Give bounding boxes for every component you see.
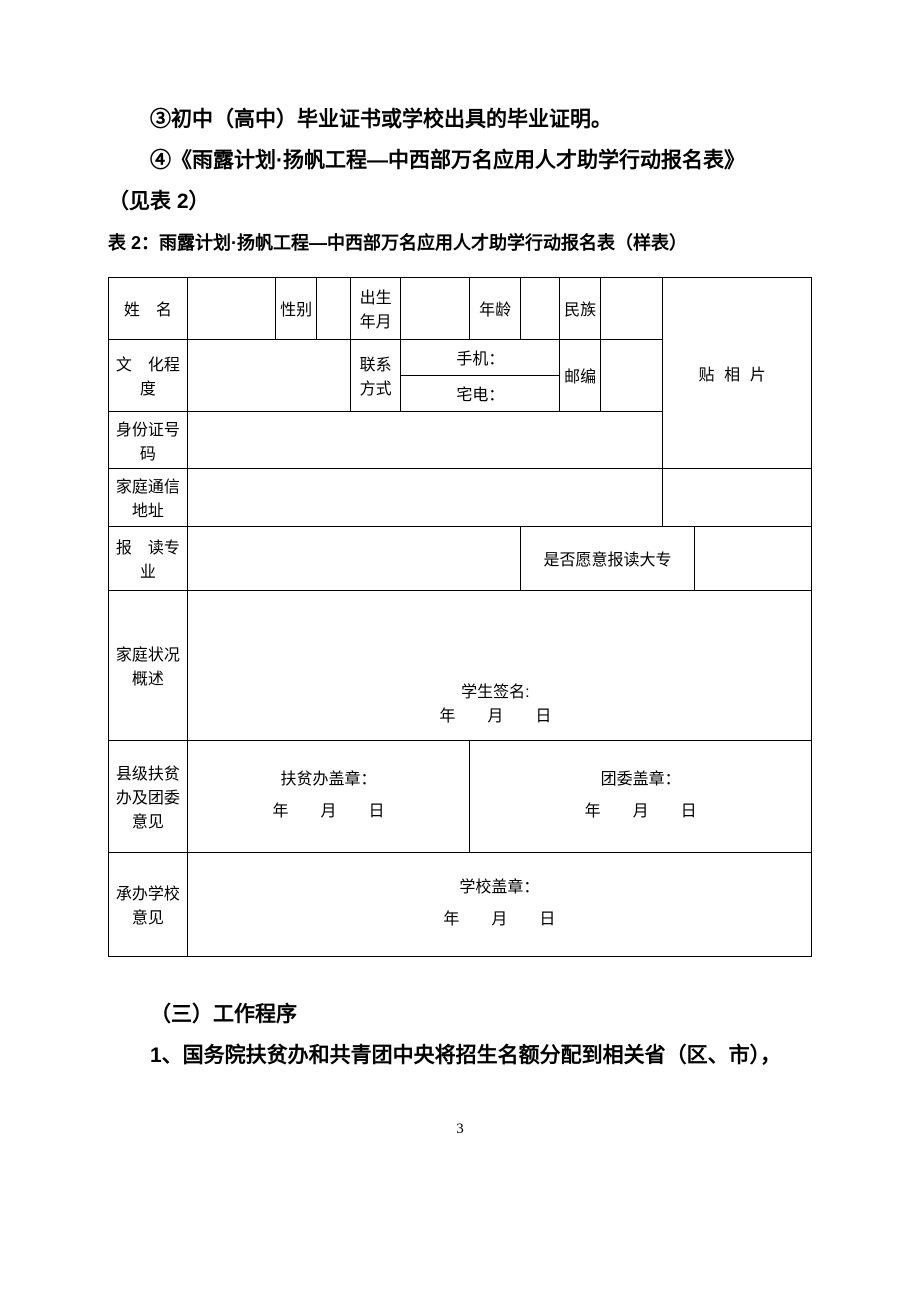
document-page: ③初中（高中）毕业证书或学校出具的毕业证明。 ④《雨露计划·扬帆工程—中西部万名… <box>0 0 920 1302</box>
tw-stamp-cell: 团委盖章： 年 月 日 <box>470 740 812 852</box>
paragraph-item-4-line2: （见表 2） <box>108 182 812 223</box>
label-id-number: 身份证号码 <box>109 411 188 468</box>
value-postcode <box>601 339 663 411</box>
photo-cell: 贴相片 <box>662 277 811 468</box>
fpb-stamp-label: 扶贫办盖章： <box>281 771 377 788</box>
value-college-question <box>695 526 812 590</box>
value-gender <box>317 277 351 339</box>
fpb-stamp-cell: 扶贫办盖章： 年 月 日 <box>187 740 470 852</box>
label-education: 文 化程 度 <box>109 339 188 411</box>
school-stamp-cell: 学校盖章： 年 月 日 <box>187 852 811 956</box>
label-major: 报 读专 业 <box>109 526 188 590</box>
table-caption: 表 2：雨露计划·扬帆工程—中西部万名应用人才助学行动报名表（样表） <box>108 229 812 255</box>
student-sign-label: 学生签名: <box>461 684 529 701</box>
value-name <box>187 277 276 339</box>
label-county-opinion: 县级扶贫办及团委意见 <box>109 740 188 852</box>
student-sign-date: 年 月 日 <box>439 708 551 725</box>
label-ethnic: 民族 <box>560 277 601 339</box>
value-family-status: 学生签名: 年 月 日 <box>187 590 811 740</box>
school-stamp-date: 年 月 日 <box>443 911 555 928</box>
photo-label: 贴相片 <box>699 367 776 384</box>
label-home-tel: 宅电： <box>401 375 560 411</box>
label-mobile: 手机： <box>401 339 560 375</box>
value-ethnic <box>601 277 663 339</box>
tw-stamp-date: 年 月 日 <box>585 803 697 820</box>
section-heading-3: （三）工作程序 <box>108 995 812 1036</box>
registration-form-table: 姓 名 性别 出生年月 年龄 民族 贴相片 文 化程 度 联系方式 手机： 邮编… <box>108 277 812 957</box>
label-school-opinion: 承办学校意见 <box>109 852 188 956</box>
value-birth <box>401 277 470 339</box>
fpb-stamp-date: 年 月 日 <box>273 803 385 820</box>
label-contact: 联系方式 <box>350 339 401 411</box>
paragraph-item-4-line1: ④《雨露计划·扬帆工程—中西部万名应用人才助学行动报名表》 <box>108 141 812 182</box>
school-stamp-label: 学校盖章： <box>459 879 539 896</box>
label-age: 年龄 <box>470 277 521 339</box>
value-education <box>187 339 350 411</box>
value-age <box>520 277 559 339</box>
label-gender: 性别 <box>276 277 317 339</box>
value-major <box>187 526 520 590</box>
label-address: 家庭通信地址 <box>109 468 188 526</box>
label-name: 姓 名 <box>109 277 188 339</box>
tw-stamp-label: 团委盖章： <box>601 771 681 788</box>
value-address-extra <box>662 468 811 526</box>
label-postcode: 邮编 <box>560 339 601 411</box>
page-number: 3 <box>108 1121 812 1138</box>
value-address <box>187 468 662 526</box>
label-college-question: 是否愿意报读大专 <box>520 526 694 590</box>
label-birth: 出生年月 <box>350 277 401 339</box>
value-id-number <box>187 411 662 468</box>
paragraph-item-3: ③初中（高中）毕业证书或学校出具的毕业证明。 <box>108 100 812 141</box>
footer-item-1: 1、国务院扶贫办和共青团中央将招生名额分配到相关省（区、市）， <box>108 1036 812 1077</box>
spacer <box>108 957 812 995</box>
label-family-status: 家庭状况概述 <box>109 590 188 740</box>
